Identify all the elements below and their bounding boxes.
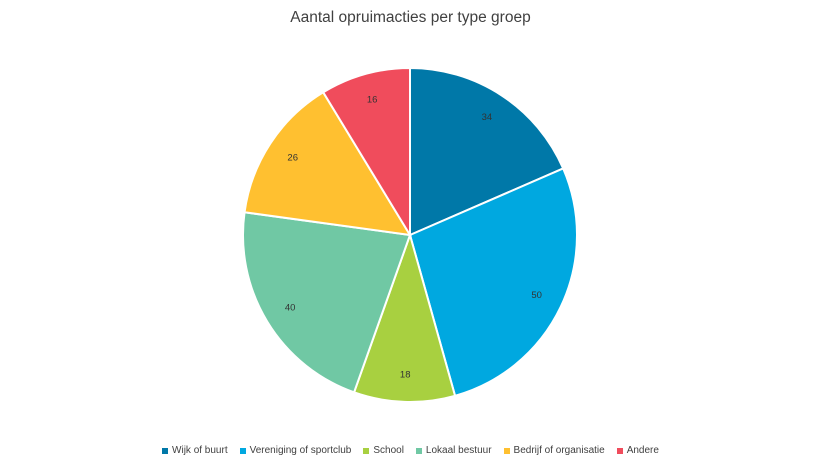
legend-swatch [363, 447, 370, 454]
pie-slice [409, 66, 565, 237]
data-label: 18 [400, 370, 411, 381]
legend-label: Lokaal bestuur [425, 445, 492, 456]
pie-slice [243, 90, 412, 237]
legend: Wijk of buurt Vereniging of sportclub Scho… [0, 445, 821, 456]
legend-label: School [373, 445, 404, 456]
data-label: 16 [367, 94, 378, 105]
legend-label: Wijk of buurt [172, 445, 228, 456]
legend-swatch [239, 447, 246, 454]
legend-label: Andere [626, 445, 659, 456]
legend-item: Bedrijf of organisatie [503, 445, 605, 456]
legend-swatch [415, 447, 422, 454]
data-label: 50 [531, 290, 542, 301]
pie-slice [352, 231, 457, 403]
legend-item: Wijk of buurt [162, 445, 228, 456]
pie-slice [408, 167, 578, 398]
legend-item: Andere [616, 445, 659, 456]
legend-label: Vereniging of sportclub [249, 445, 352, 456]
legend-item: Vereniging of sportclub [239, 445, 352, 456]
legend-swatch [616, 447, 623, 454]
legend-swatch [503, 447, 510, 454]
data-label: 34 [482, 112, 493, 123]
chart-title: Aantal opruimacties per type groep [290, 9, 531, 26]
legend-swatch [162, 447, 169, 454]
legend-label: Bedrijf of organisatie [513, 445, 605, 456]
pie-slice [321, 66, 411, 239]
pie-slice [242, 211, 412, 394]
pie-chart: 34 50 18 40 26 16 [242, 66, 578, 403]
data-label: 40 [285, 302, 296, 313]
legend-item: School [363, 445, 404, 456]
data-label: 26 [287, 153, 298, 164]
legend-item: Lokaal bestuur [415, 445, 492, 456]
